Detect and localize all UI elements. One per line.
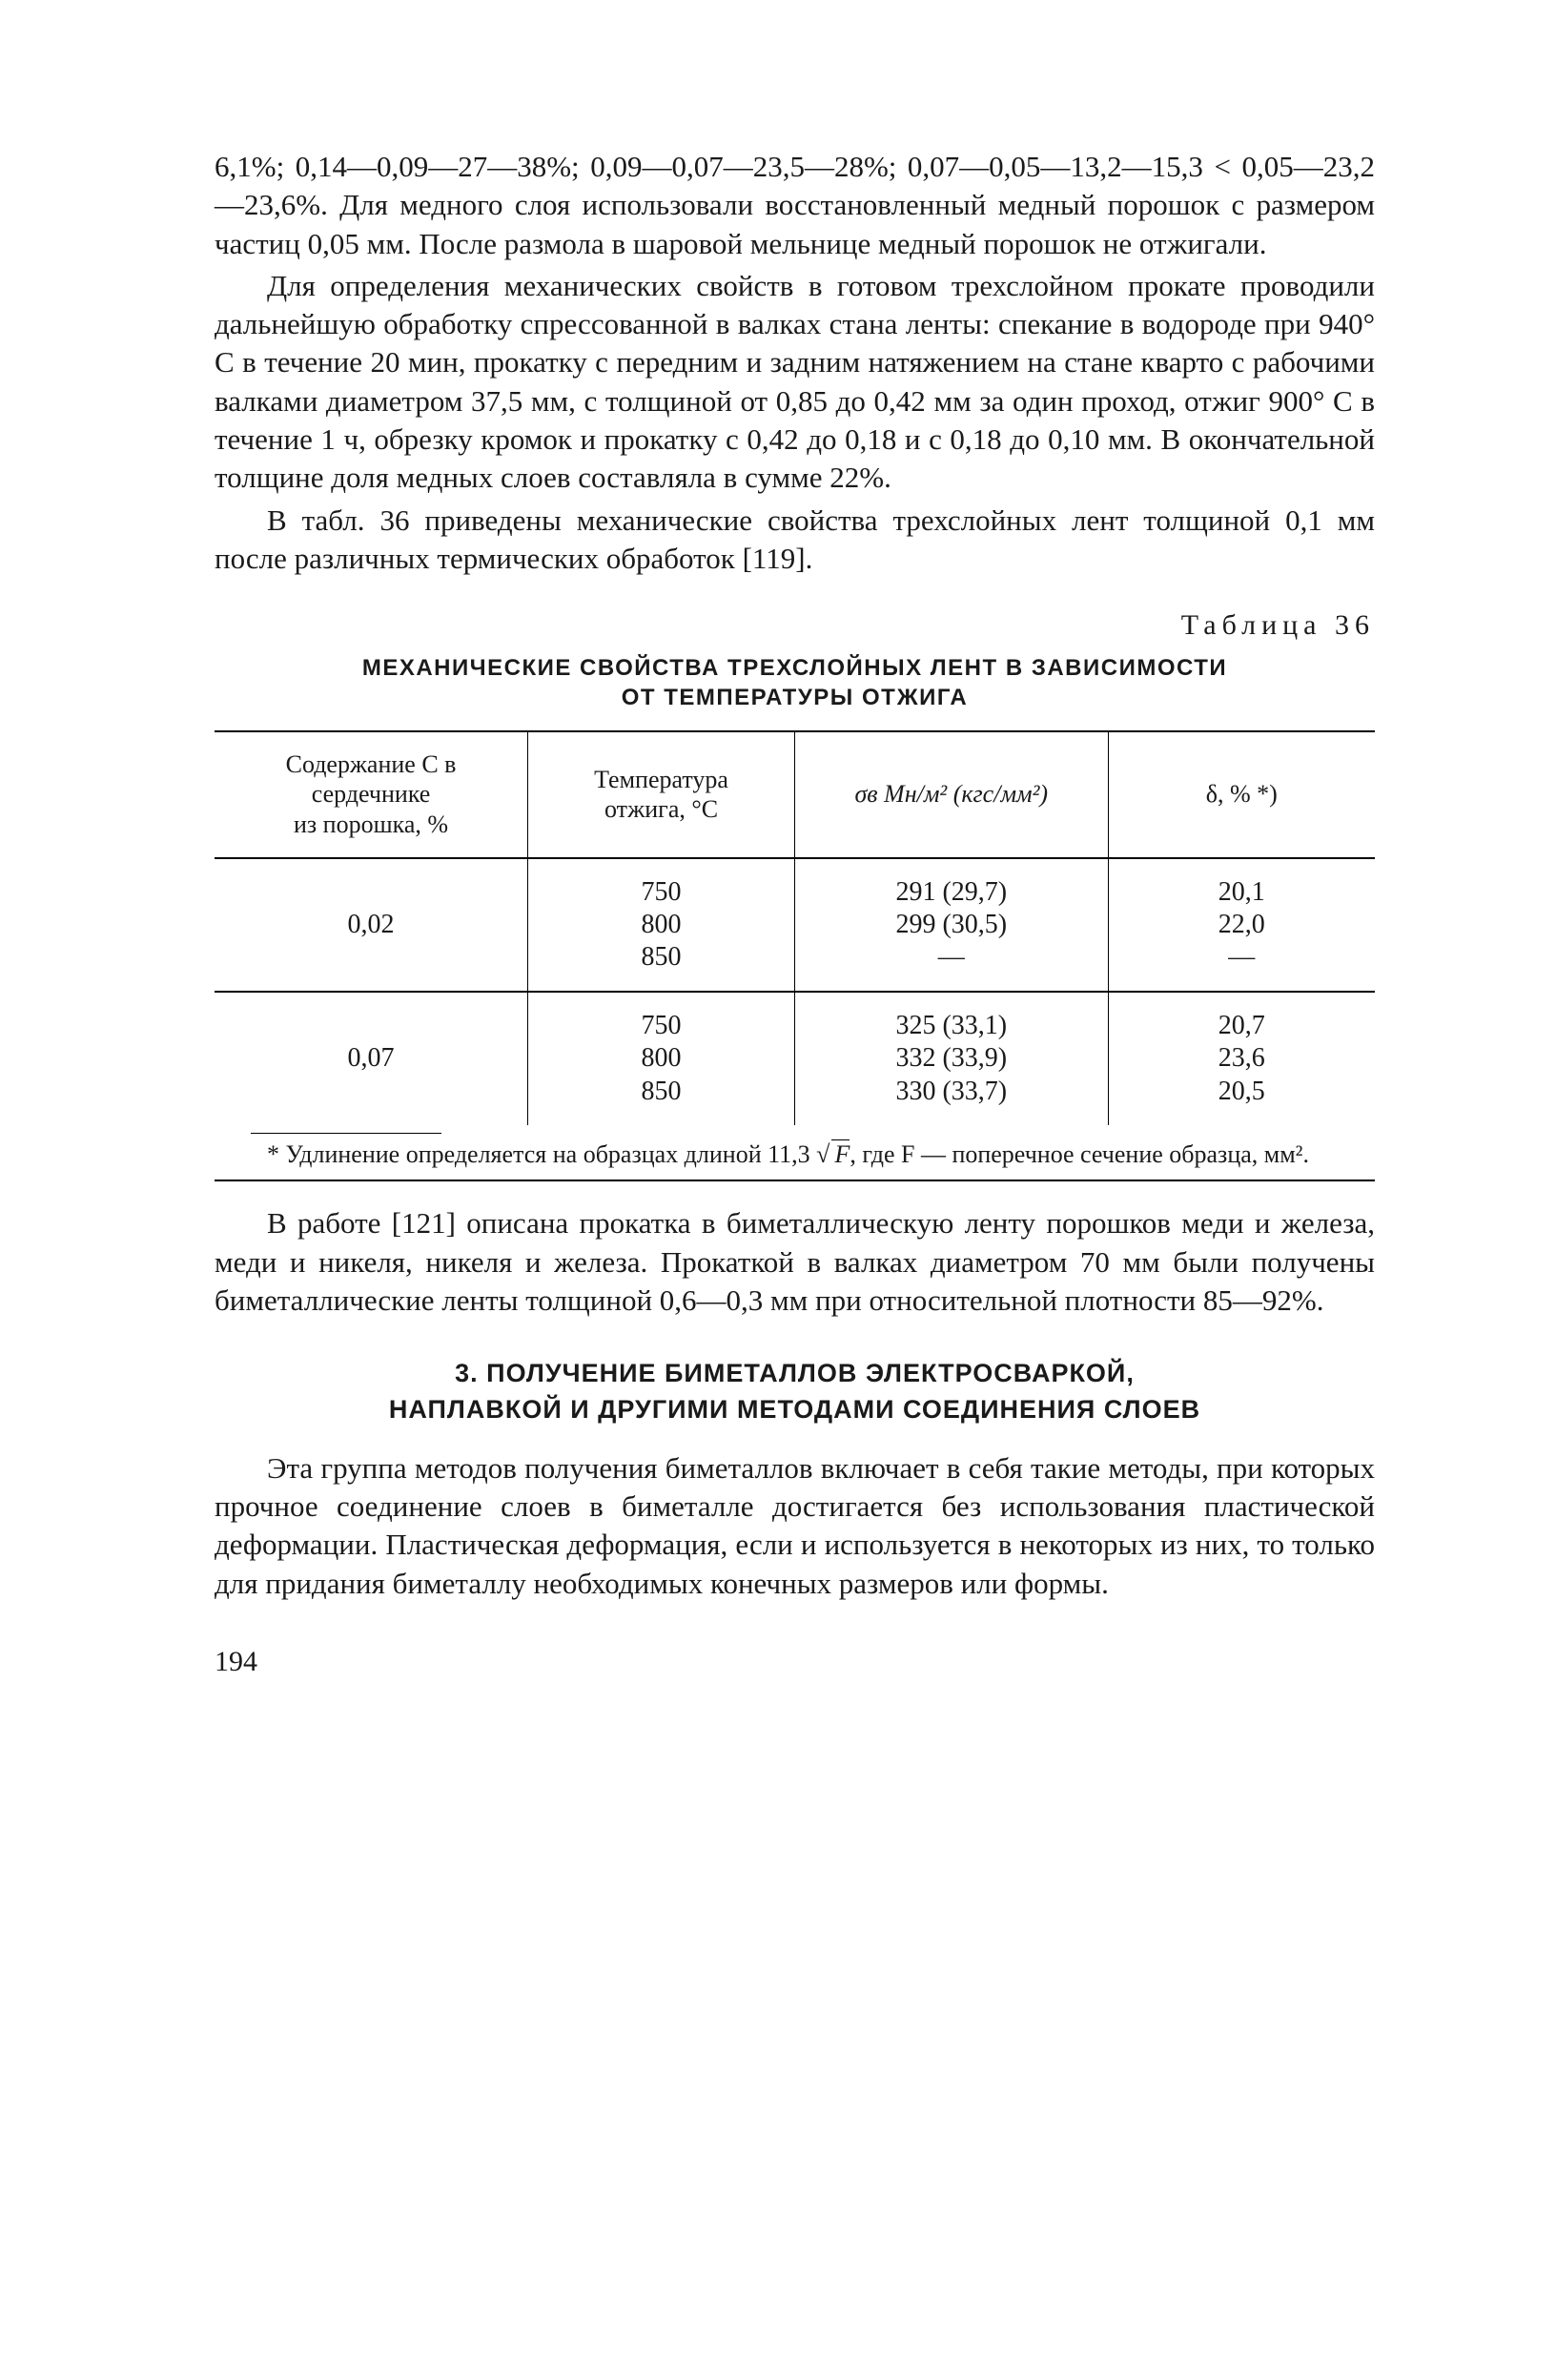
footnote-post: , где F — поперечное сечение образца, мм…: [850, 1140, 1309, 1168]
v: 332 (33,9): [895, 1043, 1007, 1073]
cell-temp: 750 800 850: [528, 858, 795, 992]
cell-delta: 20,7 23,6 20,5: [1108, 992, 1375, 1124]
section-heading: 3. ПОЛУЧЕНИЕ БИМЕТАЛЛОВ ЭЛЕКТРОСВАРКОЙ, …: [215, 1356, 1375, 1428]
h1c: из порошка, %: [294, 810, 448, 838]
col-header-temp: Температура отжига, °C: [528, 731, 795, 858]
paragraph-3: В табл. 36 приведены механические свойст…: [215, 502, 1375, 579]
h1a: Содержание C в: [286, 750, 457, 778]
v: 800: [642, 1043, 682, 1073]
table-caption-line2: ОТ ТЕМПЕРАТУРЫ ОТЖИГА: [622, 685, 969, 710]
v: 20,7: [1218, 1011, 1265, 1040]
v: 850: [642, 942, 682, 972]
v: 800: [642, 910, 682, 939]
page-number: 194: [215, 1643, 1375, 1680]
properties-table: Содержание C в сердечнике из порошка, % …: [215, 730, 1375, 1125]
cell-delta: 20,1 22,0 —: [1108, 858, 1375, 992]
col-header-delta: δ, % *): [1108, 731, 1375, 858]
col-header-carbon: Содержание C в сердечнике из порошка, %: [215, 731, 528, 858]
footnote-sqrt-arg: F: [831, 1139, 850, 1171]
v: 330 (33,7): [895, 1077, 1007, 1106]
table-caption-line1: МЕХАНИЧЕСКИЕ СВОЙСТВА ТРЕХСЛОЙНЫХ ЛЕНТ В…: [362, 655, 1227, 681]
v: 20,5: [1218, 1077, 1265, 1106]
cell-sigma: 325 (33,1) 332 (33,9) 330 (33,7): [794, 992, 1108, 1124]
v: 850: [642, 1077, 682, 1106]
v: —: [1228, 942, 1255, 972]
section-heading-line2: НАПЛАВКОЙ И ДРУГИМИ МЕТОДАМИ СОЕДИНЕНИЯ …: [389, 1395, 1200, 1424]
paragraph-4: В работе [121] описана прокатка в бимета…: [215, 1204, 1375, 1320]
v: 750: [642, 877, 682, 907]
footnote-pre: * Удлинение определяется на образцах дли…: [215, 1140, 816, 1168]
table-header-row: Содержание C в сердечнике из порошка, % …: [215, 731, 1375, 858]
paragraph-2: Для определения механических свойств в г…: [215, 267, 1375, 498]
paragraph-1: 6,1%; 0,14—0,09—27—38%; 0,09—0,07—23,5—2…: [215, 148, 1375, 263]
cell-carbon: 0,02: [215, 858, 528, 992]
cell-carbon: 0,07: [215, 992, 528, 1124]
paragraph-5: Эта группа методов получения биметаллов …: [215, 1449, 1375, 1603]
v: 291 (29,7): [895, 877, 1007, 907]
col-header-sigma: σв Мн/м² (кгс/мм²): [794, 731, 1108, 858]
v: 20,1: [1218, 877, 1265, 907]
table-caption: МЕХАНИЧЕСКИЕ СВОЙСТВА ТРЕХСЛОЙНЫХ ЛЕНТ В…: [215, 653, 1375, 712]
cell-temp: 750 800 850: [528, 992, 795, 1124]
v: 750: [642, 1011, 682, 1040]
h1b: сердечнике: [312, 780, 431, 808]
table-footnote: * Удлинение определяется на образцах дли…: [215, 1139, 1375, 1182]
v: 23,6: [1218, 1043, 1265, 1073]
v: 22,0: [1218, 910, 1265, 939]
table-label: Таблица 36: [215, 606, 1375, 644]
v: —: [938, 942, 965, 972]
v: 299 (30,5): [895, 910, 1007, 939]
h2b: отжига, °C: [604, 795, 718, 823]
table-row: 0,07 750 800 850 325 (33,1) 332 (33,9) 3…: [215, 992, 1375, 1124]
h3: σв Мн/м² (кгс/мм²): [854, 780, 1048, 808]
cell-sigma: 291 (29,7) 299 (30,5) —: [794, 858, 1108, 992]
section-heading-line1: 3. ПОЛУЧЕНИЕ БИМЕТАЛЛОВ ЭЛЕКТРОСВАРКОЙ,: [455, 1359, 1135, 1387]
table-row: 0,02 750 800 850 291 (29,7) 299 (30,5) —…: [215, 858, 1375, 992]
h2a: Температура: [594, 766, 728, 793]
footnote-rule: [251, 1133, 441, 1134]
sqrt-symbol: √: [816, 1140, 829, 1168]
v: 325 (33,1): [895, 1011, 1007, 1040]
